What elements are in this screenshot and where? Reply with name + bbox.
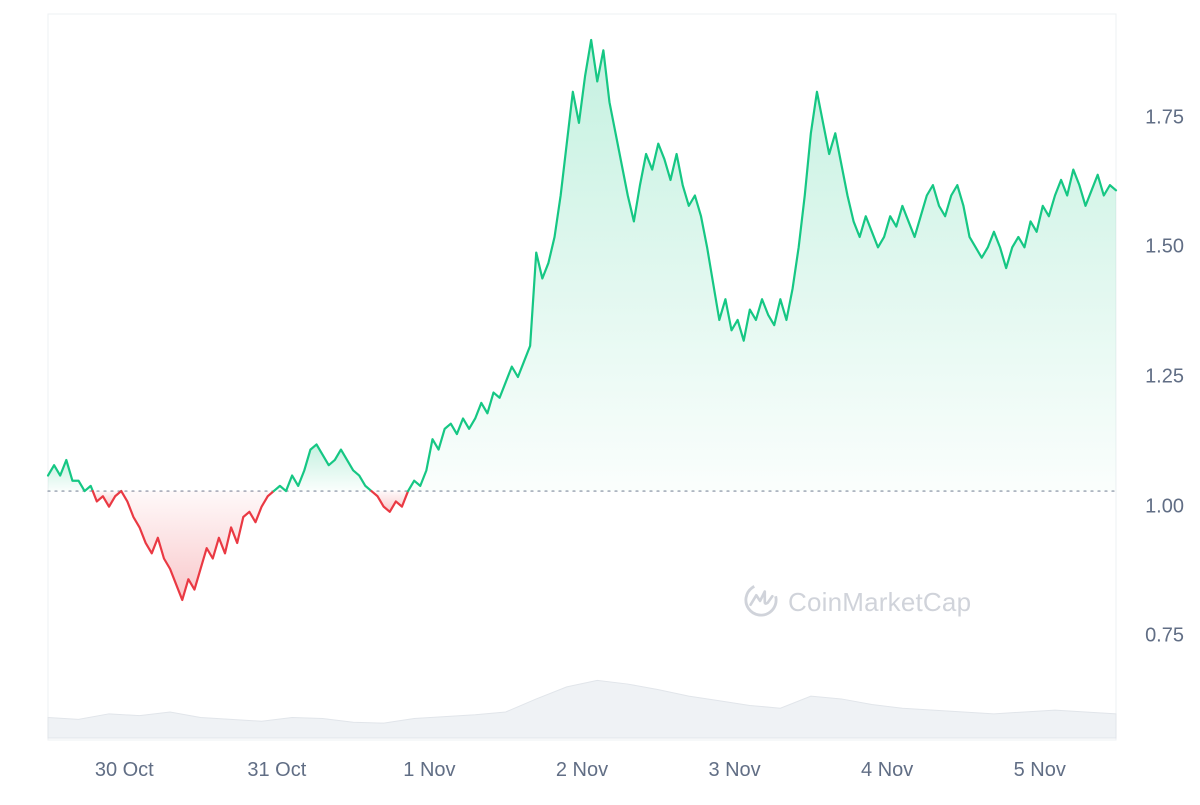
y-tick-label: 1.75	[1145, 106, 1184, 129]
x-tick-label: 30 Oct	[95, 759, 154, 782]
y-tick-label: 1.25	[1145, 366, 1184, 389]
chart-svg	[0, 0, 1200, 800]
x-tick-label: 31 Oct	[247, 759, 306, 782]
y-tick-label: 0.75	[1145, 625, 1184, 648]
coinmarketcap-icon	[744, 583, 778, 622]
x-tick-label: 4 Nov	[861, 759, 913, 782]
watermark: CoinMarketCap	[744, 583, 971, 622]
price-chart	[0, 0, 1200, 800]
x-tick-label: 5 Nov	[1014, 759, 1066, 782]
x-tick-label: 3 Nov	[708, 759, 760, 782]
y-tick-label: 1.50	[1145, 236, 1184, 259]
x-tick-label: 2 Nov	[556, 759, 608, 782]
y-tick-label: 1.00	[1145, 495, 1184, 518]
watermark-text: CoinMarketCap	[788, 587, 971, 618]
x-tick-label: 1 Nov	[403, 759, 455, 782]
